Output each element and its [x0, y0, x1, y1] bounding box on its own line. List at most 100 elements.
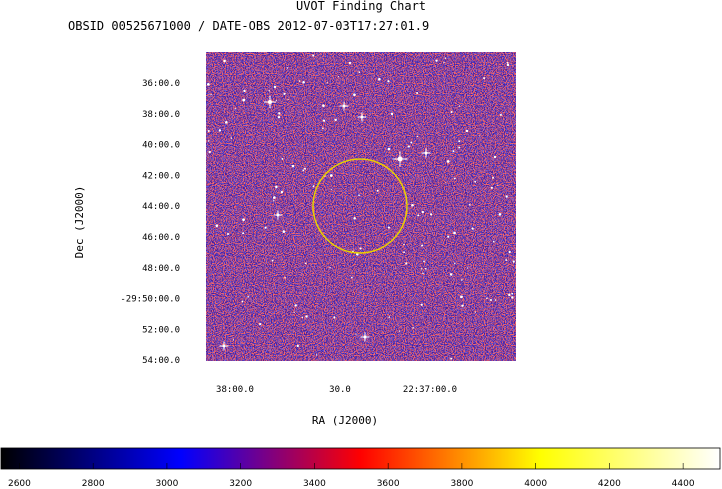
star-mark [458, 105, 461, 107]
star-mark [376, 189, 379, 192]
star-mark [322, 127, 324, 130]
star-mark [296, 344, 299, 348]
star-mark [241, 300, 244, 303]
star-mark [284, 276, 286, 279]
star-mark [490, 299, 492, 301]
star-mark [410, 141, 413, 144]
star-mark [387, 147, 391, 151]
star-mark [417, 214, 420, 217]
y-tick-label: 44:00.0 [142, 202, 180, 212]
star-mark [268, 90, 270, 92]
star-mark [242, 232, 245, 235]
star-mark [407, 145, 410, 148]
star-mark [387, 80, 390, 83]
star-mark [387, 226, 390, 229]
star-mark [301, 316, 304, 318]
star-mark [242, 218, 245, 222]
star-mark [326, 82, 328, 84]
star-mark [273, 85, 277, 89]
y-tick-label: 54:00.0 [142, 356, 180, 366]
star-mark [512, 260, 515, 263]
star-mark [225, 121, 228, 124]
star-mark [444, 57, 447, 59]
star-mark [452, 150, 455, 153]
y-tick-label: 42:00.0 [142, 171, 180, 181]
star-mark [450, 357, 453, 360]
colorbar-tick-label: 4000 [524, 479, 547, 489]
star-mark [469, 204, 471, 206]
star-mark [359, 247, 362, 250]
star-mark [474, 311, 476, 313]
x-tick-label: 30.0 [329, 385, 351, 395]
star-mark [453, 177, 456, 180]
y-tick-label: 40:00.0 [142, 141, 180, 151]
colorbar-tick-label: 3200 [229, 479, 252, 489]
stars-layer [206, 54, 515, 360]
star-mark [234, 108, 236, 110]
star-mark [294, 304, 297, 307]
star-mark [390, 112, 394, 116]
sky-image [206, 52, 516, 361]
star-mark [494, 299, 497, 301]
star-mark [210, 94, 212, 96]
star-mark [283, 92, 286, 95]
chart-subtitle: OBSID 00525671000 / DATE-OBS 2012-07-03T… [68, 19, 430, 33]
noise-layer-red [206, 52, 516, 361]
star-mark [403, 243, 405, 246]
colorbar-tick-label: 2600 [8, 479, 31, 489]
star-mark [334, 118, 337, 122]
y-tick-label: 48:00.0 [142, 264, 180, 274]
star-mark [378, 77, 381, 81]
star-mark [453, 231, 456, 235]
star-mark [508, 293, 511, 297]
star-mark [286, 67, 289, 69]
star-mark [486, 297, 488, 299]
star-mark [499, 113, 502, 116]
star-mark [315, 354, 318, 356]
star-mark [312, 54, 315, 57]
chart-title: UVOT Finding Chart [295, 0, 427, 13]
star-mark [416, 135, 419, 138]
star-mark [505, 259, 508, 261]
star-mark [223, 59, 226, 63]
star-mark [506, 61, 509, 64]
star-mark [358, 194, 360, 196]
star-mark [416, 92, 419, 95]
star-mark [450, 110, 453, 114]
star-mark [287, 98, 289, 101]
colorbar-tick-label: 3600 [377, 479, 400, 489]
star-mark [458, 140, 461, 143]
star-mark [398, 330, 401, 332]
star-mark [259, 322, 262, 326]
star-mark [275, 99, 278, 101]
star-mark [242, 98, 246, 102]
star-mark [511, 292, 514, 295]
star-mark [423, 260, 425, 263]
star-mark [243, 89, 246, 93]
star-mark [232, 339, 235, 341]
star-mark [460, 295, 463, 299]
colorbar-tick-label: 3000 [155, 479, 178, 489]
star-mark [411, 203, 414, 207]
star-mark [207, 140, 210, 142]
star-mark [420, 303, 423, 306]
star-mark [291, 164, 295, 168]
y-tick-label: 46:00.0 [142, 233, 180, 243]
star-mark [479, 135, 481, 137]
star-mark [421, 210, 425, 214]
star-mark [485, 239, 487, 241]
star-mark [498, 213, 502, 216]
y-axis-label: Dec (J2000) [73, 186, 86, 259]
star-mark [461, 279, 463, 281]
star-mark [298, 80, 301, 82]
star-mark [247, 295, 249, 298]
star-mark [337, 76, 340, 78]
x-axis-label: RA (J2000) [312, 414, 378, 427]
star-mark [506, 63, 510, 67]
star-mark [302, 169, 305, 172]
star-mark [508, 250, 511, 254]
star-mark [273, 196, 276, 199]
star-mark [264, 226, 267, 229]
y-axis-ticks: 36:00.0 38:00.0 40:00.0 42:00.0 44:00.0 46:00… [120, 79, 180, 366]
